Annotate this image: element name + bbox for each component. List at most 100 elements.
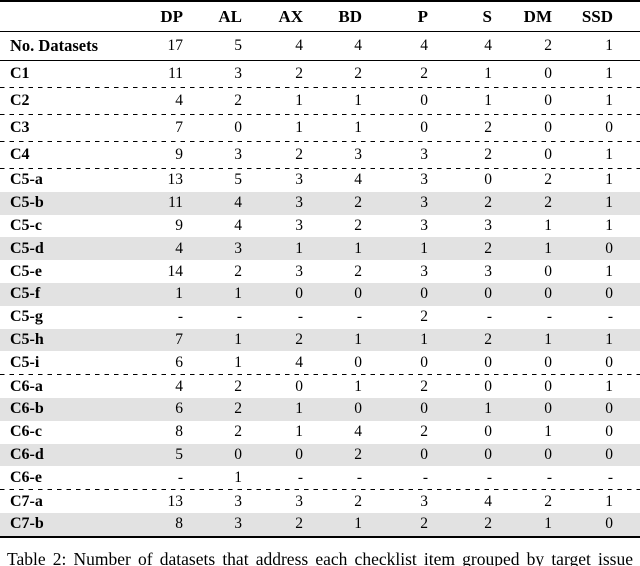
cell-DM: 0 (544, 119, 552, 136)
cell-SSD: 1 (605, 262, 613, 280)
row-label: C6-b (10, 400, 44, 418)
cell-AL: 2 (234, 377, 242, 395)
table-row-C6-a: C6-a 4 2 0 1 2 0 0 1 (0, 375, 640, 398)
cell-DM: - (546, 468, 552, 486)
column-header-SSD: SSD (581, 6, 613, 26)
row-label: C5-d (10, 239, 44, 257)
cell-DP: 8 (175, 515, 183, 533)
table-row-C5-e: C5-e 14 2 3 2 3 3 0 1 (0, 260, 640, 283)
cell-S: 1 (484, 65, 492, 82)
cell-DP: - (177, 308, 183, 326)
row-label: C7-b (10, 515, 44, 533)
row-label: C5-f (10, 285, 41, 303)
cell-DP: 4 (175, 239, 183, 257)
table-row-C1: C1 11 3 2 2 2 1 0 1 (0, 61, 640, 87)
cell-BD: 1 (354, 92, 362, 109)
row-label: C3 (10, 119, 30, 136)
row-label: C7-a (10, 492, 43, 510)
cell-AX: 2 (295, 515, 303, 533)
cell-P: 0 (420, 445, 428, 463)
cell-AL: 3 (234, 146, 242, 163)
cell-S: 2 (484, 194, 492, 212)
cell-DM: 0 (544, 65, 552, 82)
cell-P: 3 (420, 216, 428, 234)
cell-SSD: 0 (605, 119, 613, 136)
cell-SSD: 1 (605, 330, 613, 348)
cell-DM: - (546, 308, 552, 326)
cell-S: 0 (484, 423, 492, 441)
table-row-C6-e: C6-e - 1 - - - - - - (0, 466, 640, 489)
cell-AX: 1 (295, 423, 303, 441)
cell-P: 4 (420, 37, 428, 54)
cell-S: - (486, 308, 492, 326)
table-row-C5-g: C5-g - - - - 2 - - - (0, 306, 640, 329)
dashed-divider (0, 489, 640, 491)
cell-P: 2 (420, 515, 428, 533)
table-row-C2: C2 4 2 1 1 0 1 0 1 (0, 88, 640, 114)
cell-AL: - (236, 308, 242, 326)
table-row-C5-a: C5-a 13 5 3 4 3 0 2 1 (0, 169, 640, 192)
cell-DP: 13 (167, 492, 184, 510)
row-label: C5-e (10, 262, 42, 280)
cell-S: 4 (484, 492, 492, 510)
column-header-BD: BD (338, 6, 362, 26)
row-label: C5-a (10, 171, 43, 189)
cell-SSD: 1 (605, 377, 613, 395)
cell-S: 2 (484, 330, 492, 348)
cell-DM: 0 (544, 377, 552, 395)
row-label: No. Datasets (10, 36, 98, 55)
cell-DM: 2 (544, 37, 552, 54)
row-label: C6-c (10, 423, 42, 441)
cell-SSD: 1 (605, 146, 613, 163)
cell-S: 2 (484, 146, 492, 163)
table-row-C6-b: C6-b 6 2 1 0 0 1 0 0 (0, 397, 640, 421)
cell-DM: 0 (544, 92, 552, 109)
cell-BD: 3 (354, 146, 362, 163)
column-header-DP: DP (160, 6, 183, 26)
cell-AL: 2 (234, 92, 242, 109)
cell-DP: 6 (175, 400, 183, 418)
cell-AL: 0 (234, 119, 242, 136)
cell-P: 2 (420, 308, 428, 326)
cell-S: 0 (484, 353, 492, 371)
dashed-divider (0, 114, 640, 115)
cell-AL: 0 (234, 445, 242, 463)
column-header-DM: DM (523, 6, 552, 26)
cell-BD: 0 (354, 285, 362, 303)
cell-P: 0 (420, 285, 428, 303)
cell-SSD: 0 (605, 400, 613, 418)
cell-AL: 1 (234, 285, 242, 303)
cell-DM: 0 (544, 285, 552, 303)
table-row-C5-f: C5-f 1 1 0 0 0 0 0 0 (0, 282, 640, 306)
cell-AX: 1 (295, 400, 303, 418)
cell-BD: - (356, 308, 362, 326)
cell-SSD: 1 (605, 171, 613, 189)
cell-S: - (486, 468, 492, 486)
cell-S: 3 (484, 262, 492, 280)
table-row-C6-c: C6-c 8 2 1 4 2 0 1 0 (0, 421, 640, 444)
cell-DP: 4 (175, 92, 183, 109)
cell-AL: 3 (234, 515, 242, 533)
dashed-divider (0, 141, 640, 142)
cell-P: 0 (420, 119, 428, 136)
table-top-border (0, 0, 640, 2)
cell-DM: 0 (544, 262, 552, 280)
cell-SSD: 1 (605, 492, 613, 510)
cell-S: 0 (484, 445, 492, 463)
cell-S: 4 (484, 37, 492, 54)
cell-SSD: 1 (605, 216, 613, 234)
cell-DP: 6 (175, 353, 183, 371)
cell-AX: 1 (295, 239, 303, 257)
cell-DP: 13 (167, 171, 184, 189)
cell-P: 2 (420, 377, 428, 395)
cell-P: 0 (420, 353, 428, 371)
cell-P: 3 (420, 194, 428, 212)
cell-AX: 1 (295, 92, 303, 109)
cell-AX: 4 (295, 353, 303, 371)
cell-BD: 2 (354, 492, 362, 510)
row-label: C5-g (10, 308, 43, 326)
cell-P: 0 (420, 400, 428, 418)
cell-AX: 1 (295, 119, 303, 136)
cell-SSD: 1 (605, 37, 613, 54)
cell-DM: 0 (544, 445, 552, 463)
